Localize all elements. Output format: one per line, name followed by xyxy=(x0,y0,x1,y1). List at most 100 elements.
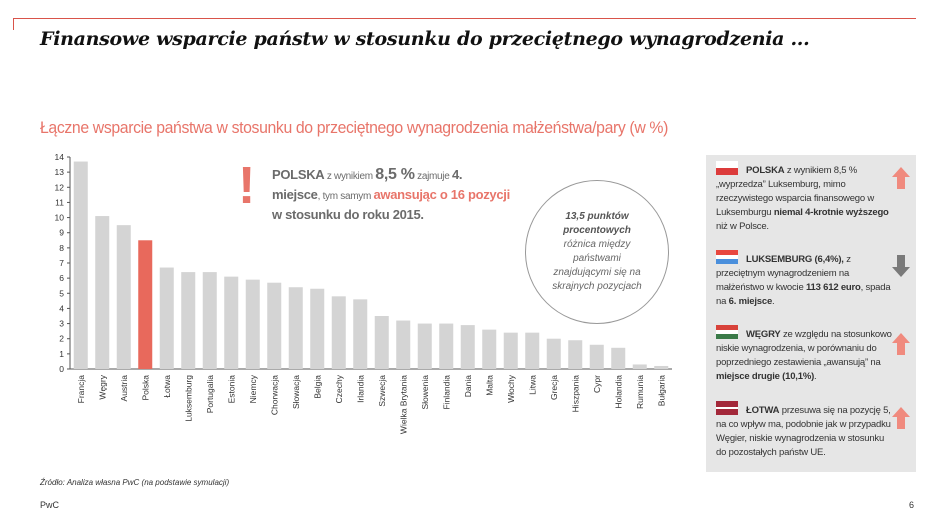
latvia-flag-icon xyxy=(716,401,738,415)
bar-hiszpania xyxy=(568,340,583,369)
circle-text: znajdującymi się na xyxy=(553,267,641,278)
bar-belgia xyxy=(310,288,325,369)
note-text: z wynikiem 8,5 % „wyprzedza” Luksemburg,… xyxy=(716,165,875,218)
callout-text: miejsce xyxy=(272,187,318,202)
brand-label: PwC xyxy=(40,500,60,510)
x-tick-label: Luksemburg xyxy=(183,375,193,422)
bar-dania xyxy=(460,325,475,369)
y-tick-label: 2 xyxy=(59,334,64,344)
source-note: Źródło: Analiza własna PwC (na podstawie… xyxy=(40,478,230,487)
header-rule xyxy=(13,18,916,19)
x-tick-label: Portugalia xyxy=(205,375,215,414)
note-heading: POLSKA xyxy=(746,165,785,176)
bar-portugalia xyxy=(202,272,217,369)
bar-szwecja xyxy=(374,316,389,369)
y-tick-label: 0 xyxy=(59,364,64,374)
x-tick-label: Dania xyxy=(463,375,473,397)
poland-flag-icon xyxy=(716,161,738,175)
bar-łotwa xyxy=(159,267,174,369)
y-tick-label: 9 xyxy=(59,228,64,238)
bar-cypr xyxy=(589,344,604,369)
bar-irlandia xyxy=(353,299,368,369)
x-tick-label: Irlandia xyxy=(355,375,365,403)
bar-słowacja xyxy=(288,287,303,369)
note-heading: WĘGRY xyxy=(746,329,781,340)
arrow-up-icon xyxy=(892,167,910,189)
y-tick-label: 14 xyxy=(55,152,65,162)
note-luxembourg: LUKSEMBURG (6,4%), z przeciętnym wynagro… xyxy=(716,250,896,309)
x-tick-label: Belgia xyxy=(312,375,322,399)
x-tick-label: Finlandia xyxy=(441,375,451,410)
x-tick-label: Grecja xyxy=(549,375,559,400)
note-latvia: ŁOTWA przesuwa się na pozycję 5, na co w… xyxy=(716,401,896,460)
bar-słowenia xyxy=(417,323,432,369)
note-poland: POLSKA z wynikiem 8,5 % „wyprzedza” Luks… xyxy=(716,161,896,234)
x-tick-label: Węgry xyxy=(97,374,107,399)
bar-austria xyxy=(116,225,131,369)
bar-grecja xyxy=(546,338,561,369)
bar-niemcy xyxy=(245,279,260,369)
circle-text: państwami xyxy=(573,253,621,264)
country-notes-panel: POLSKA z wynikiem 8,5 % „wyprzedza” Luks… xyxy=(706,155,916,472)
hungary-flag-icon xyxy=(716,325,738,339)
x-tick-label: Malta xyxy=(484,375,494,396)
bar-polska xyxy=(138,240,153,369)
poland-callout: POLSKA z wynikiem 8,5 % zajmuje 4. miejs… xyxy=(272,166,532,224)
x-tick-label: Litwa xyxy=(527,375,537,395)
x-tick-label: Austria xyxy=(119,375,129,402)
callout-text: 4. xyxy=(451,167,463,182)
y-tick-label: 3 xyxy=(59,319,64,329)
bar-holandia xyxy=(611,347,626,369)
arrow-up-icon xyxy=(892,407,910,429)
callout-text: POLSKA xyxy=(272,167,325,182)
x-tick-label: Czechy xyxy=(334,374,344,403)
note-hungary: WĘGRY ze względu na stosunkowo niskie wy… xyxy=(716,325,896,384)
y-tick-label: 7 xyxy=(59,258,64,268)
note-text: przesuwa się na pozycję 5, na co wpływ m… xyxy=(716,405,891,458)
bar-malta xyxy=(482,329,497,369)
bar-czechy xyxy=(331,296,346,369)
x-tick-label: Słowenia xyxy=(420,375,430,410)
x-tick-label: Holandia xyxy=(613,375,623,409)
bar-węgry xyxy=(95,216,110,369)
callout-text: w stosunku do roku 2015. xyxy=(272,207,424,222)
y-tick-label: 1 xyxy=(59,349,64,359)
x-tick-label: Chorwacja xyxy=(269,375,279,415)
callout-highlight: awansując o 16 pozycji xyxy=(373,187,510,202)
page-number: 6 xyxy=(909,500,915,510)
note-bold: miejsce drugie (10,1%) xyxy=(716,371,815,382)
note-text: ze względu na stosunkowo niskie wynagrod… xyxy=(716,329,892,368)
note-bold: 6. miejsce xyxy=(728,296,773,307)
note-bold: 113 612 euro xyxy=(805,282,861,293)
y-tick-label: 12 xyxy=(55,182,65,192)
bar-bułgaria xyxy=(654,365,669,369)
note-text: , spada na xyxy=(716,282,891,307)
circle-text: skrajnych pozycjach xyxy=(552,281,642,292)
bar-chorwacja xyxy=(267,282,282,369)
difference-circle: 13,5 punktów procentowych różnica między… xyxy=(525,180,669,324)
arrow-down-icon xyxy=(892,255,910,277)
circle-text: procentowych xyxy=(563,225,631,236)
bar-finlandia xyxy=(439,323,454,369)
chart-title: Łączne wsparcie państwa w stosunku do pr… xyxy=(40,118,668,137)
x-tick-label: Niemcy xyxy=(248,374,258,403)
callout-text: z wynikiem xyxy=(324,171,376,182)
page-title: Finansowe wsparcie państw w stosunku do … xyxy=(40,28,810,50)
note-text: z przeciętnym wynagrodzeniem na małżeńst… xyxy=(716,254,851,293)
note-bold: niemal 4-krotnie wyższego xyxy=(773,207,889,218)
x-tick-label: Szwecja xyxy=(377,375,387,407)
note-text: . xyxy=(772,296,775,307)
bar-litwa xyxy=(525,332,540,369)
x-tick-label: Francja xyxy=(76,375,86,404)
x-tick-label: Cypr xyxy=(592,375,602,393)
x-tick-label: Bułgaria xyxy=(656,375,666,406)
note-text: niż w Polsce. xyxy=(716,221,769,232)
header-rule-tick xyxy=(13,18,14,30)
x-tick-label: Rumunia xyxy=(635,375,645,409)
x-tick-label: Estonia xyxy=(226,375,236,404)
y-tick-label: 8 xyxy=(59,243,64,253)
circle-text: różnica między xyxy=(563,239,631,250)
note-heading: ŁOTWA xyxy=(746,405,780,416)
x-tick-label: Słowacja xyxy=(291,375,301,409)
